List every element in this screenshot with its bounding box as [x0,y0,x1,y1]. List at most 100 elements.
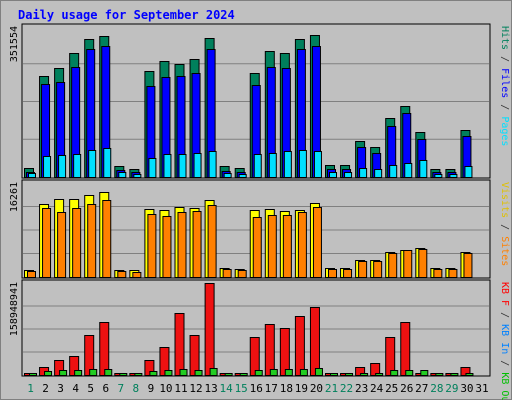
y-max-label: 16261 [9,182,20,212]
legend-entry: KB In [499,324,510,354]
panel-legend: Visits / Sites [499,182,510,266]
bar [405,370,414,376]
bar [149,371,158,376]
bar [269,369,278,376]
day-label: 1 [27,382,34,395]
day-label: 10 [159,382,172,395]
bar [279,328,290,376]
day-label: 22 [340,382,353,395]
bar [74,370,83,376]
bar [224,373,233,376]
bar [117,271,127,278]
panel-visits: 16261 Visits / Sites [9,179,510,279]
bar [309,307,320,376]
panel-legend: Hits / Files / Pages [499,26,510,146]
bar [223,173,232,178]
bar [177,212,187,278]
day-label: 5 [87,382,94,395]
bar [390,370,399,376]
bar [298,150,307,178]
bar [344,172,353,178]
bar [174,313,185,376]
bar [104,369,113,376]
bar [179,369,188,376]
bar [314,368,323,376]
bar [449,174,458,178]
bar [264,324,275,376]
legend-entry: / [499,218,510,236]
bar [253,154,262,178]
bar [420,370,429,376]
day-label: 31 [475,382,488,395]
bar [193,153,202,178]
series-kb-out [29,368,474,376]
day-label: 7 [117,382,124,395]
panel-hits: 351554 Hits / Files / Pages [9,23,510,179]
bar [375,373,384,376]
y-max-label: 351554 [9,26,20,62]
day-label: 24 [370,382,384,395]
bar [359,168,368,178]
bar [312,207,322,278]
bar [133,174,142,178]
bar [162,216,172,278]
bar [237,270,247,278]
bar [102,200,112,278]
bar [99,322,110,376]
legend-entry: KB F [499,282,510,306]
bar [358,261,368,278]
legend-entry: / [499,50,510,68]
bar [450,373,459,376]
bar [118,172,127,178]
bar [59,370,68,376]
day-label: 25 [385,382,398,395]
legend-entry: Hits [499,26,510,50]
bar [343,269,353,278]
bar [389,165,398,178]
bar [42,208,52,278]
day-label: 21 [325,382,338,395]
bar [464,166,473,178]
bar [209,368,218,376]
day-label: 26 [400,382,413,395]
bar [465,373,474,376]
series-sites [27,200,473,278]
bar [463,253,473,278]
day-label: 29 [445,382,458,395]
bar [345,373,354,376]
legend-entry: / [499,306,510,324]
bar [178,154,187,178]
bar [72,208,82,278]
series-pages [28,148,473,178]
bar [238,174,247,178]
day-label: 27 [415,382,428,395]
bar [418,249,428,278]
legend-entry: / [499,98,510,116]
bar [360,373,369,376]
legend-entry: KB Out [499,372,510,400]
legend-entry: Pages [499,116,510,146]
bar [73,154,82,178]
panel-legend: KB F / KB In / KB Out [499,282,510,400]
bar [373,261,383,278]
bar [374,169,383,178]
bar [282,215,292,278]
bar [283,151,292,178]
bar [297,212,307,278]
bar [294,316,305,376]
bar [148,158,157,178]
day-label: 18 [280,382,293,395]
day-label: 30 [460,382,473,395]
legend-entry: Files [499,68,510,98]
panel-kbytes: 158948941 KB F / KB In / KB Out [9,279,510,405]
y-max-label: 158948941 [9,282,20,336]
bar [385,337,396,376]
day-label: 9 [148,382,155,395]
bar [419,160,428,178]
legend-entry: Sites [499,236,510,266]
chart-title: Daily usage for September 2024 [18,8,235,22]
day-label: 16 [250,382,263,395]
bar [254,370,263,376]
